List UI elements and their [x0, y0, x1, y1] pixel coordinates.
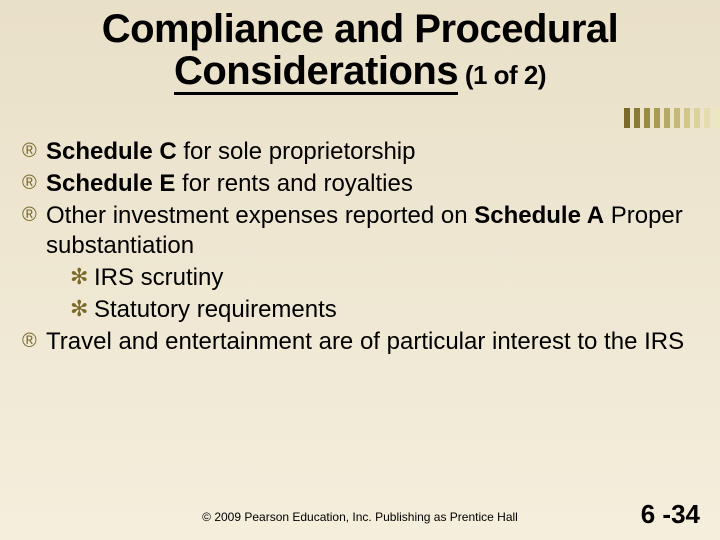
content-area: ® Schedule C for sole proprietorship ® S…	[20, 137, 700, 357]
stripe	[714, 108, 720, 128]
stripe	[644, 108, 650, 128]
bullet-icon: ®	[22, 169, 46, 199]
sub-bullet-icon: ✻	[70, 263, 94, 293]
stripe	[634, 108, 640, 128]
list-item: ® Travel and entertainment are of partic…	[22, 327, 700, 357]
sub-list-text: Statutory requirements	[94, 295, 700, 325]
stripe	[624, 108, 630, 128]
list-text: Schedule E for rents and royalties	[46, 169, 700, 199]
rest-text: for rents and royalties	[182, 170, 413, 197]
footer-page-number: 6 -34	[641, 499, 700, 530]
list-text: Travel and entertainment are of particul…	[46, 327, 700, 357]
list-text: Other investment expenses reported on Sc…	[46, 201, 700, 261]
stripe	[704, 108, 710, 128]
decorative-stripes	[624, 108, 720, 128]
title-line1: Compliance and Procedural	[20, 8, 700, 50]
sub-list-text: IRS scrutiny	[94, 263, 700, 293]
bold-text: Schedule C	[46, 138, 177, 165]
pre-text: Other investment expenses reported on	[46, 202, 474, 229]
sub-list-item: ✻ IRS scrutiny	[70, 263, 700, 293]
slide: Compliance and Procedural Considerations…	[0, 0, 720, 540]
stripe	[664, 108, 670, 128]
bullet-icon: ®	[22, 327, 46, 357]
bullet-icon: ®	[22, 137, 46, 167]
bold-text: Schedule E	[46, 170, 182, 197]
list-item: ® Schedule E for rents and royalties	[22, 169, 700, 199]
slide-title: Compliance and Procedural Considerations…	[20, 8, 700, 95]
sub-list-item: ✻ Statutory requirements	[70, 295, 700, 325]
list-item: ® Schedule C for sole proprietorship	[22, 137, 700, 167]
stripe	[694, 108, 700, 128]
title-line2: Considerations	[174, 50, 458, 95]
rest-text: for sole proprietorship	[177, 138, 416, 165]
list-item: ® Other investment expenses reported on …	[22, 201, 700, 261]
stripe	[684, 108, 690, 128]
bold-text: Schedule A	[474, 202, 604, 229]
stripe	[674, 108, 680, 128]
footer-copyright: © 2009 Pearson Education, Inc. Publishin…	[0, 510, 720, 524]
title-sub: (1 of 2)	[458, 60, 546, 90]
bullet-icon: ®	[22, 201, 46, 261]
list-text: Schedule C for sole proprietorship	[46, 137, 700, 167]
sub-bullet-icon: ✻	[70, 295, 94, 325]
stripe	[654, 108, 660, 128]
title-line2-wrap: Considerations (1 of 2)	[20, 50, 700, 95]
